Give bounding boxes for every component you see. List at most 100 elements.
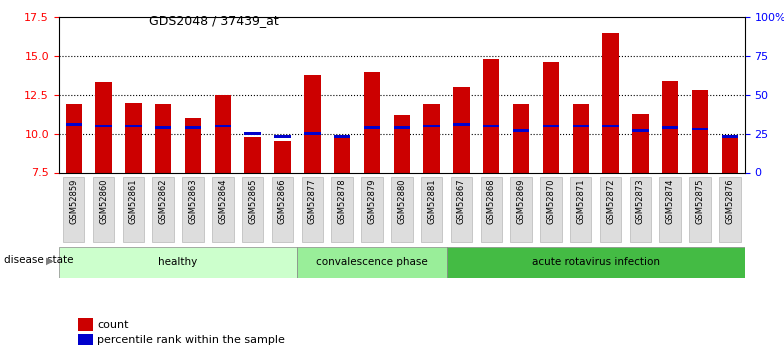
Bar [78, 318, 93, 331]
Text: GSM52878: GSM52878 [338, 178, 347, 224]
Text: GSM52873: GSM52873 [636, 178, 645, 224]
Bar [722, 137, 738, 172]
FancyBboxPatch shape [391, 177, 412, 242]
Text: GSM52862: GSM52862 [158, 178, 168, 224]
FancyBboxPatch shape [630, 177, 652, 242]
Bar [691, 128, 708, 130]
Text: GDS2048 / 37439_at: GDS2048 / 37439_at [149, 14, 278, 27]
Text: GSM52863: GSM52863 [188, 178, 198, 224]
Text: ▶: ▶ [45, 256, 53, 265]
Text: GSM52860: GSM52860 [99, 178, 108, 224]
Bar [513, 129, 529, 132]
FancyBboxPatch shape [600, 177, 621, 242]
Bar [483, 59, 499, 172]
FancyBboxPatch shape [93, 177, 114, 242]
Text: GSM52881: GSM52881 [427, 178, 436, 224]
Bar [304, 132, 321, 135]
Text: GSM52865: GSM52865 [249, 178, 257, 224]
Text: GSM52870: GSM52870 [546, 178, 555, 224]
Bar [364, 126, 380, 129]
Bar [447, 247, 745, 278]
Text: GSM52864: GSM52864 [218, 178, 227, 224]
FancyBboxPatch shape [540, 177, 561, 242]
Bar [304, 75, 321, 172]
Bar [245, 137, 261, 172]
FancyBboxPatch shape [451, 177, 472, 242]
Bar [513, 104, 529, 172]
Bar [364, 71, 380, 172]
Bar [662, 81, 678, 172]
Bar [215, 95, 231, 172]
FancyBboxPatch shape [272, 177, 293, 242]
Bar [274, 141, 291, 172]
Bar [722, 135, 738, 138]
Text: GSM52866: GSM52866 [278, 178, 287, 224]
Text: GSM52861: GSM52861 [129, 178, 138, 224]
FancyBboxPatch shape [481, 177, 502, 242]
Text: GSM52871: GSM52871 [576, 178, 586, 224]
Bar [543, 125, 559, 127]
Bar [662, 126, 678, 129]
Bar [453, 87, 470, 172]
Bar [185, 118, 201, 172]
Bar [66, 123, 82, 126]
Text: GSM52877: GSM52877 [308, 178, 317, 224]
Bar [691, 90, 708, 172]
Bar [632, 129, 648, 132]
FancyBboxPatch shape [361, 177, 383, 242]
Bar [96, 125, 112, 127]
FancyBboxPatch shape [182, 177, 204, 242]
Bar [602, 125, 619, 127]
Bar [543, 62, 559, 172]
Bar [274, 135, 291, 138]
Text: GSM52868: GSM52868 [487, 178, 495, 224]
Bar [453, 123, 470, 126]
Bar [245, 132, 261, 135]
Bar [155, 104, 172, 172]
Bar [96, 82, 112, 172]
Text: acute rotavirus infection: acute rotavirus infection [532, 257, 659, 267]
FancyBboxPatch shape [212, 177, 234, 242]
FancyBboxPatch shape [659, 177, 681, 242]
FancyBboxPatch shape [421, 177, 442, 242]
Text: GSM52867: GSM52867 [457, 178, 466, 224]
Bar [572, 125, 589, 127]
Text: healthy: healthy [158, 257, 198, 267]
Bar [394, 115, 410, 172]
FancyBboxPatch shape [719, 177, 741, 242]
Text: percentile rank within the sample: percentile rank within the sample [97, 335, 285, 345]
Text: GSM52872: GSM52872 [606, 178, 615, 224]
Bar [78, 334, 93, 345]
Bar [155, 126, 172, 129]
Text: GSM52859: GSM52859 [69, 178, 78, 224]
Bar [483, 125, 499, 127]
Text: convalescence phase: convalescence phase [316, 257, 428, 267]
Text: count: count [97, 320, 129, 329]
Bar [572, 104, 589, 172]
Bar [334, 138, 350, 172]
FancyBboxPatch shape [152, 177, 174, 242]
Text: GSM52879: GSM52879 [368, 178, 376, 224]
FancyBboxPatch shape [689, 177, 711, 242]
FancyBboxPatch shape [570, 177, 591, 242]
Bar [297, 247, 447, 278]
Text: GSM52869: GSM52869 [517, 178, 525, 224]
FancyBboxPatch shape [122, 177, 144, 242]
Bar [632, 114, 648, 172]
Text: GSM52876: GSM52876 [725, 178, 735, 224]
Bar [602, 33, 619, 173]
Text: GSM52880: GSM52880 [397, 178, 406, 224]
Bar [185, 126, 201, 129]
Bar [66, 104, 82, 172]
Bar [125, 103, 142, 172]
FancyBboxPatch shape [332, 177, 353, 242]
Text: GSM52874: GSM52874 [666, 178, 675, 224]
FancyBboxPatch shape [63, 177, 85, 242]
Bar [394, 126, 410, 129]
FancyBboxPatch shape [242, 177, 263, 242]
Bar [59, 247, 297, 278]
Text: disease state: disease state [4, 256, 74, 265]
Bar [423, 104, 440, 172]
FancyBboxPatch shape [302, 177, 323, 242]
Bar [215, 125, 231, 127]
